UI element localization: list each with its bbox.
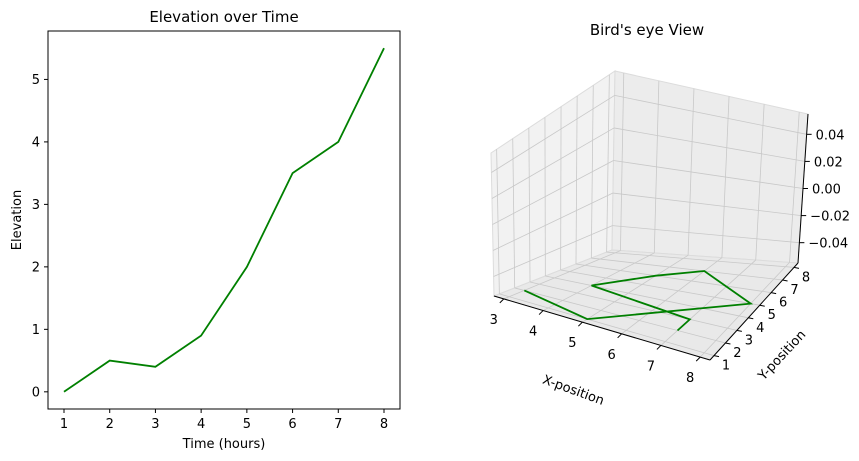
grid-line — [613, 127, 805, 162]
chart1-ytick-label: 4 — [32, 135, 40, 150]
y-tick-label: 2 — [733, 346, 741, 361]
grid-line — [542, 252, 655, 311]
x-tick-label: 7 — [647, 359, 655, 374]
chart2-series-line — [523, 270, 754, 332]
x-tick-label: 8 — [686, 371, 694, 386]
grid-line — [612, 192, 802, 216]
grid-line — [614, 95, 807, 135]
grid-line — [613, 160, 804, 189]
grid-line — [499, 293, 715, 356]
chart1-ytick-label: 3 — [32, 198, 40, 213]
chart1-ticks: 1 2 3 4 5 6 7 8 0 1 2 3 4 5 — [32, 73, 388, 432]
birds-eye-chart: Bird's eye View 34567812345678−0.04−0.02… — [490, 21, 850, 409]
grid-line — [545, 275, 749, 319]
x-axis-line — [493, 295, 711, 361]
z-tick-label: 0.04 — [816, 128, 845, 143]
chart1-ytick-label: 1 — [32, 323, 40, 338]
chart1-xtick-label: 2 — [106, 417, 114, 432]
chart1-ytick-label: 0 — [32, 385, 40, 400]
chart1-xtick-label: 3 — [151, 417, 159, 432]
z-tick-label: −0.02 — [810, 210, 850, 225]
grid-line — [606, 251, 795, 268]
chart1-title: Elevation over Time — [149, 8, 298, 26]
chart1-series-line — [63, 47, 385, 393]
y-tick-label: 7 — [790, 283, 798, 298]
chart1-xlabel: Time (hours) — [182, 437, 266, 452]
y-tick — [748, 317, 754, 320]
grid-line — [529, 281, 737, 331]
y-tick-label: 3 — [745, 333, 753, 348]
x-tick-label: 6 — [607, 348, 615, 363]
chart2-grid — [491, 72, 807, 358]
chart1-ylabel: Elevation — [10, 190, 25, 250]
y-tick-label: 6 — [779, 296, 787, 311]
y-tick-label: 4 — [756, 321, 764, 336]
chart2-ylabel: Y-position — [755, 328, 809, 385]
x-tick — [578, 321, 583, 327]
x-tick — [499, 298, 505, 304]
elevation-chart: Elevation over Time 1 2 3 4 5 6 7 8 0 1 2 3 4 5 Time … — [10, 8, 401, 452]
x-tick — [617, 333, 622, 339]
x-tick-label: 5 — [568, 336, 576, 351]
chart1-xtick-label: 8 — [380, 417, 388, 432]
grid-line — [492, 160, 614, 225]
y-axis-line — [709, 262, 799, 361]
grid-line — [582, 254, 689, 323]
grid-line — [491, 95, 615, 173]
grid-line — [621, 257, 723, 335]
y-tick — [793, 266, 800, 269]
chart1-ytick-label: 5 — [32, 73, 40, 88]
chart1-ytick-label: 2 — [32, 260, 40, 275]
chart2-title: Bird's eye View — [590, 21, 704, 39]
grid-line — [612, 225, 800, 244]
grid-line — [491, 127, 615, 199]
chart1-axes-frame — [47, 30, 401, 410]
chart1-xtick-label: 4 — [197, 417, 205, 432]
x-tick — [538, 310, 544, 315]
grid-line — [492, 192, 614, 251]
z-tick-label: 0.02 — [814, 155, 843, 170]
y-tick-label: 1 — [722, 359, 730, 374]
chart1-xtick-label: 5 — [243, 417, 251, 432]
x-tick — [656, 345, 662, 350]
y-tick-label: 8 — [802, 270, 810, 285]
grid-line — [699, 262, 790, 358]
x-tick-label: 3 — [490, 313, 498, 328]
grid-line — [575, 263, 772, 293]
y-tick — [759, 304, 765, 307]
chart1-xtick-label: 7 — [334, 417, 342, 432]
grid-line — [493, 225, 613, 277]
y-tick — [713, 355, 720, 358]
grid-line — [503, 250, 621, 300]
x-tick-label: 4 — [529, 325, 537, 340]
grid-line — [560, 269, 760, 306]
grid-line — [660, 259, 756, 346]
y-tick — [771, 292, 777, 295]
y-tick-label: 5 — [768, 308, 776, 323]
chart1-xtick-label: 1 — [60, 417, 68, 432]
y-tick — [782, 279, 788, 282]
x-tick — [695, 356, 701, 362]
y-tick — [736, 329, 742, 332]
z-tick-label: 0.00 — [812, 183, 841, 198]
z-tick-label: −0.04 — [808, 237, 848, 252]
grid-line — [591, 257, 783, 281]
chart2-xlabel: X-position — [540, 373, 606, 409]
chart1-xtick-label: 6 — [288, 417, 296, 432]
y-tick — [725, 342, 731, 345]
